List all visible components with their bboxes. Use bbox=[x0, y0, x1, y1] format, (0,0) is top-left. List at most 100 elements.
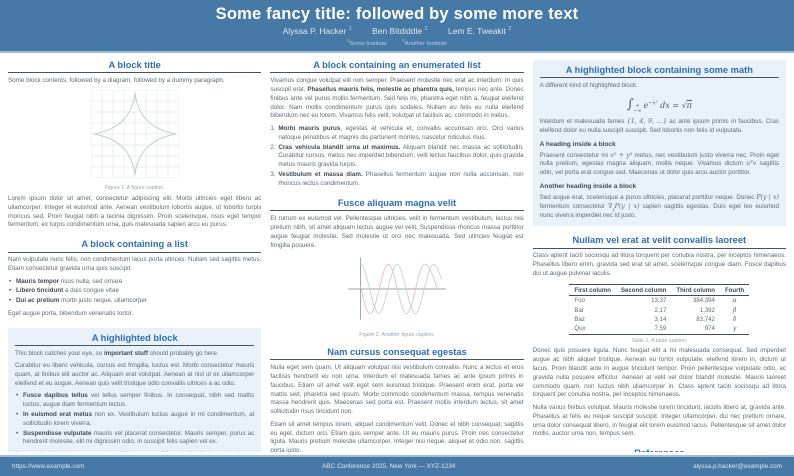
table-cell: 83,742 bbox=[696, 316, 715, 324]
footer-email-link[interactable]: alyssa.p.hacker@example.com bbox=[693, 463, 782, 470]
references-block: References [1] Claude E. Shannon. A math… bbox=[533, 448, 786, 452]
table-cell: β bbox=[732, 306, 737, 314]
poster-footer: https://www.example.com ABC Conference 2… bbox=[0, 455, 794, 476]
figure-2: Figure 2. Another figure caption. bbox=[270, 254, 523, 338]
institute-sup: 2 bbox=[402, 38, 405, 43]
institute-name: Some Institute bbox=[349, 40, 387, 47]
authors-line: Alyssa P. Hacker 1 Ben Bitdiddle 2 Lem E… bbox=[0, 26, 794, 36]
math-dx: dx bbox=[657, 100, 670, 110]
block-heading: A block containing a list bbox=[8, 239, 262, 253]
list-item: Fusce dapibus tellus vel tellus semper f… bbox=[15, 392, 254, 410]
table-cell: 2.17 bbox=[654, 306, 667, 314]
math-pi: π bbox=[686, 100, 692, 110]
institutes-line: 1Some Institute 2Another Institute bbox=[0, 38, 794, 47]
integral-limits: ∞ −∞ bbox=[633, 104, 641, 115]
table-header-row: First column Second column Third column … bbox=[569, 284, 750, 297]
poster-title: Some fancy title: followed by some more … bbox=[215, 5, 579, 23]
data-table: First column Second column Third column … bbox=[569, 284, 750, 335]
figure-2-caption: Figure 2. Another figure caption. bbox=[359, 331, 435, 338]
institute-2: 2Another Institute bbox=[402, 38, 447, 47]
paragraph: Nam vulputate nunc felis, non condimentu… bbox=[8, 256, 262, 273]
author-2: Ben Bitdiddle 2 bbox=[372, 26, 428, 36]
math-exponent: −x² bbox=[648, 100, 658, 107]
table-cell: 384,394 bbox=[692, 297, 715, 305]
paragraph: Some block contents, followed by a diagr… bbox=[8, 76, 225, 84]
bullet-list: Fusce dapibus tellus vel tellus semper f… bbox=[15, 392, 254, 447]
bullet-list: Mauris tempor risus nulla, sed ornare Li… bbox=[8, 278, 261, 307]
inner-heading-1: A heading inside a block bbox=[539, 141, 616, 149]
block-heading: A block containing an enumerated list bbox=[270, 60, 524, 74]
highlighted-math-block: A highlighted block containing some math… bbox=[532, 59, 786, 227]
block-fusce-aliquam: Fusce aliquam magna velit Et rutrum ex e… bbox=[270, 198, 524, 338]
table-cell: Foo bbox=[574, 297, 585, 305]
block-heading: Nullam vel erat at velit convallis laore… bbox=[532, 235, 786, 249]
author-3: Lem E. Tweakit 2 bbox=[448, 26, 511, 36]
author-name: Alyssa P. Hacker bbox=[282, 26, 347, 36]
paragraph: A different kind of highlighted block. bbox=[539, 81, 638, 89]
block-heading: Nam cursus consequat egestas bbox=[270, 347, 524, 361]
paragraph: Donec quis posuere ligula. Nunc feugiat … bbox=[532, 347, 786, 399]
upper-limit: ∞ bbox=[635, 103, 640, 109]
table-cell: 7.59 bbox=[615, 324, 672, 335]
sine-curve-pink bbox=[360, 264, 438, 315]
table-cell: Baz bbox=[574, 316, 585, 324]
column-left: A block title Some block contents, follo… bbox=[8, 60, 262, 452]
table-cell: 3.14 bbox=[654, 316, 667, 324]
paragraph: Sed augue erat, scelerisque a purus ultr… bbox=[539, 193, 779, 219]
table-row: Baz 3.14 83,742 δ bbox=[569, 315, 749, 324]
author-name: Lem E. Tweakit bbox=[447, 26, 506, 36]
sqrt-sign: √ bbox=[681, 100, 687, 110]
table-row: Foo 13.37 384,394 α bbox=[569, 296, 749, 306]
block-heading: A highlighted block containing some math bbox=[539, 65, 779, 79]
author-affiliation-sup: 1 bbox=[348, 26, 352, 33]
display-equation: ∫ ∞ −∞ e−x² dx = √π bbox=[540, 97, 779, 115]
author-affiliation-sup: 2 bbox=[424, 26, 428, 33]
paragraph: Et rutrum ex euismod vel. Pellentesque u… bbox=[270, 214, 524, 249]
numbered-list: Morbi mauris purus, egestas at vehicula … bbox=[270, 125, 523, 189]
list-item: Cras vehicula blandit urna ut maximus. A… bbox=[270, 143, 524, 169]
table-caption: Table 1. A table caption. bbox=[631, 337, 688, 344]
table-cell: α bbox=[732, 297, 737, 305]
integral-sign: ∫ bbox=[626, 96, 634, 112]
table-row: Bar 2.17 1,392 β bbox=[569, 305, 749, 314]
column-right: A highlighted block containing some math… bbox=[532, 59, 786, 452]
list-item: In euismod erat metus non ex. Vestibulum… bbox=[15, 411, 254, 429]
paragraph: Curabitur eu libero vehicula, cursus est… bbox=[15, 361, 255, 387]
lower-limit: −∞ bbox=[633, 109, 642, 115]
footer-website-link[interactable]: https://www.example.com bbox=[12, 463, 85, 470]
column-header: First column bbox=[569, 284, 616, 297]
paragraph: Class aptent taciti sociosqu ad litora t… bbox=[532, 252, 786, 278]
column-header: Second column bbox=[615, 284, 672, 297]
table-cell: Qux bbox=[569, 324, 616, 335]
sine-curve-gray bbox=[360, 264, 442, 315]
figure-1: Figure 1. A figure caption. bbox=[8, 89, 261, 192]
table-cell: 1,392 bbox=[699, 306, 715, 314]
star-plot-image bbox=[90, 89, 180, 179]
star-curve bbox=[93, 92, 176, 176]
sine-plot-image bbox=[348, 258, 446, 321]
figure-1-caption: Figure 1. A figure caption. bbox=[104, 185, 165, 192]
institute-name: Another Institute bbox=[404, 40, 447, 47]
poster-header: Some fancy title: followed by some more … bbox=[0, 0, 794, 53]
paragraph: Etiam sit amet tempus lorem, aliquet con… bbox=[270, 420, 524, 452]
column-header: Fourth bbox=[719, 284, 750, 297]
author-1: Alyssa P. Hacker 1 bbox=[283, 26, 352, 36]
block-a-block-title: A block title Some block contents, follo… bbox=[8, 60, 262, 230]
author-name: Ben Bitdiddle bbox=[372, 26, 423, 36]
block-heading: References bbox=[533, 448, 786, 452]
list-item: Dui ac pretium morbi justo neque, ullamc… bbox=[8, 297, 261, 306]
list-item: Vestibulum et massa diam. Phasellus ferm… bbox=[270, 171, 524, 188]
math-equals: = bbox=[669, 100, 682, 110]
paragraph: Eget augue porta, bibendum venenatis tor… bbox=[8, 309, 134, 317]
table-cell: γ bbox=[719, 324, 750, 335]
list-item: Morbi mauris purus, egestas at vehicula … bbox=[270, 124, 524, 141]
institute-1: 1Some Institute bbox=[347, 38, 387, 47]
institute-sup: 1 bbox=[347, 38, 350, 43]
column-middle: A block containing an enumerated list Vi… bbox=[270, 60, 524, 452]
block-table: Nullam vel erat at velit convallis laore… bbox=[532, 235, 786, 439]
block-enumerated-list: A block containing an enumerated list Vi… bbox=[270, 60, 524, 189]
paragraph: Praesent consectetur mi x² + y² metus, n… bbox=[539, 151, 779, 177]
list-item: Libero tincidunt a duis congue vitae bbox=[8, 287, 261, 296]
list-item: Mauris tempor risus nulla, sed ornare bbox=[8, 278, 261, 287]
block-heading: Fusce aliquam magna velit bbox=[270, 198, 524, 212]
